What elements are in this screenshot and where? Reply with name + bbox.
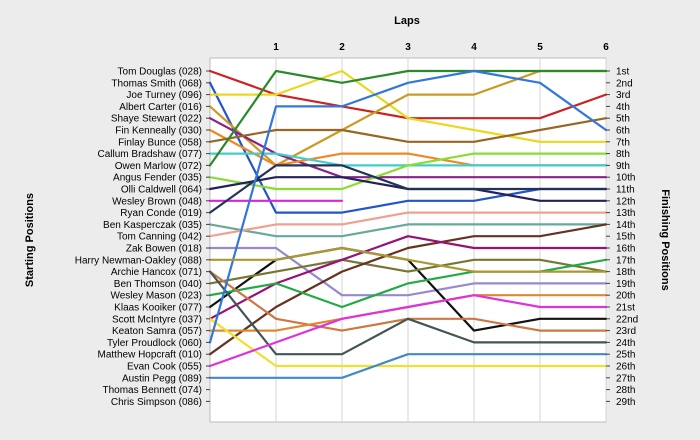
lap-tick-label: 4 — [471, 42, 477, 53]
finishing-position-label: 16th — [616, 244, 635, 255]
series-line-18 — [208, 258, 608, 285]
finishing-position-label: 9th — [616, 161, 630, 172]
series-line-25 — [208, 270, 608, 356]
starting-position-label: Joe Turney (096) — [126, 90, 202, 101]
finishing-position-label: 17th — [616, 255, 635, 266]
series-line-7 — [208, 117, 608, 143]
starting-position-label: Thomas Bennett (074) — [103, 385, 203, 396]
starting-position-label: Callum Bradshaw (077) — [98, 149, 203, 160]
y-axis-title-right: Finishing Positions — [659, 189, 671, 290]
series-line-10 — [208, 152, 608, 191]
finishing-position-label: 4th — [616, 102, 630, 113]
finishing-position-label: 13th — [616, 208, 635, 219]
finishing-position-label: 5th — [616, 114, 630, 125]
lap-tick-label: 5 — [537, 42, 543, 53]
finishing-position-label: 3rd — [616, 90, 630, 101]
finishing-position-label: 22nd — [616, 314, 638, 325]
starting-position-label: Chris Simpson (086) — [111, 397, 202, 408]
series-line-26 — [208, 294, 608, 368]
starting-position-label: Austin Pegg (089) — [122, 373, 202, 384]
finishing-position-label: 19th — [616, 279, 635, 290]
series-line-27 — [208, 353, 608, 379]
starting-position-label: Evan Cook (055) — [127, 362, 202, 373]
starting-position-labels: Tom Douglas (028)Thomas Smith (068)Joe T… — [75, 67, 202, 408]
lap-tick-label: 3 — [405, 42, 411, 53]
finishing-position-label: 26th — [616, 362, 635, 373]
series-line-28 — [208, 69, 608, 344]
starting-position-label: Thomas Smith (068) — [111, 78, 202, 89]
starting-position-label: Angus Fender (035) — [113, 173, 202, 184]
starting-position-label: Zak Bowen (018) — [126, 244, 202, 255]
starting-position-label: Archie Hancox (071) — [111, 267, 202, 278]
series-line-19 — [208, 223, 608, 356]
starting-position-label: Owen Marlow (072) — [115, 161, 202, 172]
starting-position-label: Fin Kenneally (030) — [115, 126, 202, 137]
finishing-position-label: 14th — [616, 220, 635, 231]
lap-tick-labels: 1 2 3 4 5 6 — [273, 42, 609, 53]
lap-tick-label: 1 — [273, 42, 279, 53]
series-layer — [208, 69, 608, 379]
finishing-position-label: 24th — [616, 338, 635, 349]
lap-tick-label: 2 — [339, 42, 345, 53]
starting-position-label: Ben Thomson (040) — [114, 279, 202, 290]
starting-position-label: Albert Carter (016) — [119, 102, 202, 113]
finishing-position-label: 23rd — [616, 326, 636, 337]
series-line-9 — [208, 69, 608, 167]
finishing-position-label: 25th — [616, 350, 635, 361]
finishing-position-label: 27th — [616, 373, 635, 384]
finishing-position-label: 15th — [616, 232, 635, 243]
starting-position-label: Tyler Proudlock (060) — [107, 338, 202, 349]
finishing-position-label: 28th — [616, 385, 635, 396]
series-line-24 — [208, 317, 608, 368]
series-line-14 — [208, 223, 608, 238]
starting-position-label: Keaton Samra (057) — [112, 326, 202, 337]
starting-position-label: Ryan Conde (019) — [120, 208, 202, 219]
series-line-13 — [208, 164, 608, 214]
finishing-position-label: 20th — [616, 291, 635, 302]
starting-position-label: Scott McIntyre (037) — [112, 314, 202, 325]
finishing-position-label: 12th — [616, 196, 635, 207]
tick-marks — [206, 70, 610, 402]
starting-position-label: Klaas Kooiker (077) — [114, 303, 202, 314]
starting-position-label: Shaye Stewart (022) — [111, 114, 202, 125]
finishing-position-label: 1st — [616, 67, 630, 78]
series-line-3 — [208, 69, 608, 143]
finishing-position-label: 29th — [616, 397, 635, 408]
finishing-position-label: 7th — [616, 137, 630, 148]
lap-tick-label: 6 — [603, 42, 609, 53]
finishing-position-label: 21st — [616, 303, 635, 314]
starting-position-label: Finlay Bunce (058) — [118, 137, 202, 148]
starting-position-label: Wesley Mason (023) — [110, 291, 202, 302]
starting-position-label: Ben Kasperczak (035) — [103, 220, 202, 231]
starting-position-label: Olli Caldwell (064) — [121, 185, 202, 196]
finishing-position-labels: 1st2nd3rd4th5th6th7th8th9th10th11th12th1… — [616, 67, 638, 408]
chart-title: Laps — [394, 15, 420, 27]
series-line-29 — [208, 246, 608, 273]
finishing-position-label: 11th — [616, 185, 635, 196]
starting-position-label: Tom Douglas (028) — [118, 67, 202, 78]
finishing-position-label: 8th — [616, 149, 630, 160]
series-line-16 — [208, 246, 608, 297]
starting-position-label: Wesley Brown (048) — [112, 196, 202, 207]
finishing-position-label: 10th — [616, 173, 635, 184]
y-axis-title-left: Starting Positions — [24, 193, 36, 287]
finishing-position-label: 6th — [616, 126, 630, 137]
finishing-position-label: 18th — [616, 267, 635, 278]
series-line-15 — [208, 211, 608, 238]
starting-position-label: Tom Canning (042) — [117, 232, 202, 243]
finishing-position-label: 2nd — [616, 78, 633, 89]
starting-position-label: Matthew Hopcraft (010) — [98, 350, 203, 361]
starting-position-label: Harry Newman-Oakley (088) — [75, 255, 202, 266]
